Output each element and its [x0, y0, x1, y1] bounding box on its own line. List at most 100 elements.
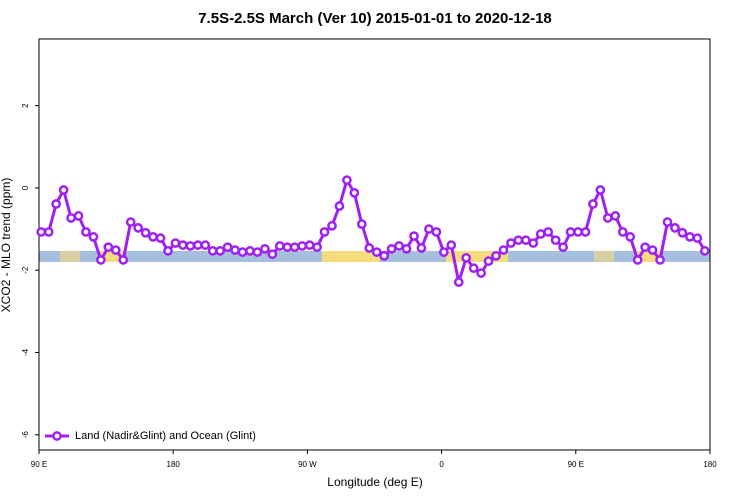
- data-point: [699, 246, 710, 256]
- data-point: [125, 217, 136, 227]
- data-point: [535, 229, 546, 239]
- data-point: [260, 243, 270, 254]
- data-point: [438, 247, 449, 257]
- data-point: [342, 175, 352, 185]
- data-point: [513, 235, 524, 246]
- data-point: [36, 227, 47, 237]
- data-point: [662, 217, 673, 227]
- x-tick-label: 90 E: [568, 460, 584, 469]
- data-point: [51, 199, 61, 209]
- y-tick-label: -6: [21, 431, 30, 439]
- data-point: [491, 250, 501, 261]
- data-point: [274, 241, 285, 251]
- legend-marker: [52, 431, 62, 441]
- data-point: [573, 227, 583, 237]
- data-point: [140, 227, 151, 238]
- data-point: [334, 201, 345, 211]
- data-point: [453, 277, 464, 287]
- data-point: [543, 227, 554, 237]
- x-tick-label: 180: [703, 460, 717, 469]
- data-point: [409, 231, 419, 241]
- data-point: [528, 238, 539, 248]
- data-point: [319, 227, 330, 237]
- data-point: [163, 246, 173, 256]
- data-point: [155, 233, 166, 243]
- data-point: [446, 240, 457, 250]
- x-axis-label: Longitude (deg E): [327, 475, 422, 489]
- data-point: [81, 227, 91, 237]
- data-point: [312, 242, 322, 253]
- x-tick-label: 90 E: [31, 460, 47, 469]
- data-point: [655, 255, 665, 265]
- y-tick-label: -2: [21, 266, 30, 274]
- data-point: [133, 222, 144, 233]
- data-point: [588, 199, 598, 209]
- data-point: [230, 245, 240, 255]
- data-point: [170, 238, 181, 248]
- data-point: [625, 232, 636, 242]
- data-point: [670, 222, 680, 233]
- data-point: [617, 227, 628, 237]
- data-point: [483, 256, 494, 267]
- data-point: [371, 247, 382, 257]
- data-point: [289, 242, 300, 253]
- data-point: [88, 232, 99, 242]
- data-point: [185, 241, 196, 251]
- data-point: [692, 233, 703, 243]
- y-axis-label: XCO2 - MLO trend (ppm): [0, 178, 13, 313]
- data-point: [148, 232, 158, 242]
- data-point: [304, 240, 315, 250]
- data-point: [647, 245, 658, 255]
- data-point: [327, 220, 337, 231]
- data-point: [282, 242, 293, 253]
- data-point: [468, 263, 479, 274]
- data-point: [677, 227, 688, 238]
- data-point: [73, 211, 84, 221]
- data-point: [192, 240, 203, 250]
- chart-title: 7.5S-2.5S March (Ver 10) 2015-01-01 to 2…: [198, 10, 552, 27]
- data-point: [66, 213, 76, 223]
- data-point: [632, 255, 643, 265]
- data-point: [222, 242, 233, 253]
- x-tick-label: 0: [439, 460, 444, 469]
- land-ocean-strip: [39, 251, 710, 262]
- data-point: [349, 188, 360, 198]
- data-point: [603, 213, 613, 223]
- data-point: [640, 242, 650, 253]
- data-point: [252, 247, 263, 257]
- data-point: [110, 245, 121, 255]
- data-point: [550, 235, 561, 246]
- data-point: [461, 253, 472, 263]
- data-point: [580, 227, 591, 237]
- data-point: [476, 268, 486, 278]
- data-point: [520, 235, 531, 246]
- data-point: [424, 224, 434, 234]
- data-point: [43, 227, 54, 237]
- data-point: [237, 247, 248, 257]
- data-point: [58, 185, 69, 195]
- data-point: [595, 185, 606, 195]
- data-point: [394, 241, 404, 251]
- data-point: [610, 211, 621, 221]
- data-point: [245, 246, 255, 256]
- data-point: [267, 249, 278, 260]
- data-point: [297, 241, 308, 251]
- data-point: [401, 243, 412, 254]
- data-point: [386, 243, 397, 254]
- x-tick-label: 180: [167, 460, 181, 469]
- y-tick-label: -4: [21, 348, 30, 356]
- x-tick-label: 90 W: [298, 460, 317, 469]
- data-point: [118, 255, 129, 265]
- data-point: [364, 243, 375, 253]
- data-point: [200, 240, 211, 250]
- data-point: [103, 242, 114, 253]
- data-point: [506, 238, 516, 248]
- data-point: [96, 255, 106, 265]
- data-point: [498, 245, 509, 255]
- data-point: [215, 246, 226, 256]
- data-point: [431, 227, 442, 237]
- data-point: [207, 246, 218, 256]
- data-point: [178, 240, 188, 250]
- data-point: [356, 219, 367, 229]
